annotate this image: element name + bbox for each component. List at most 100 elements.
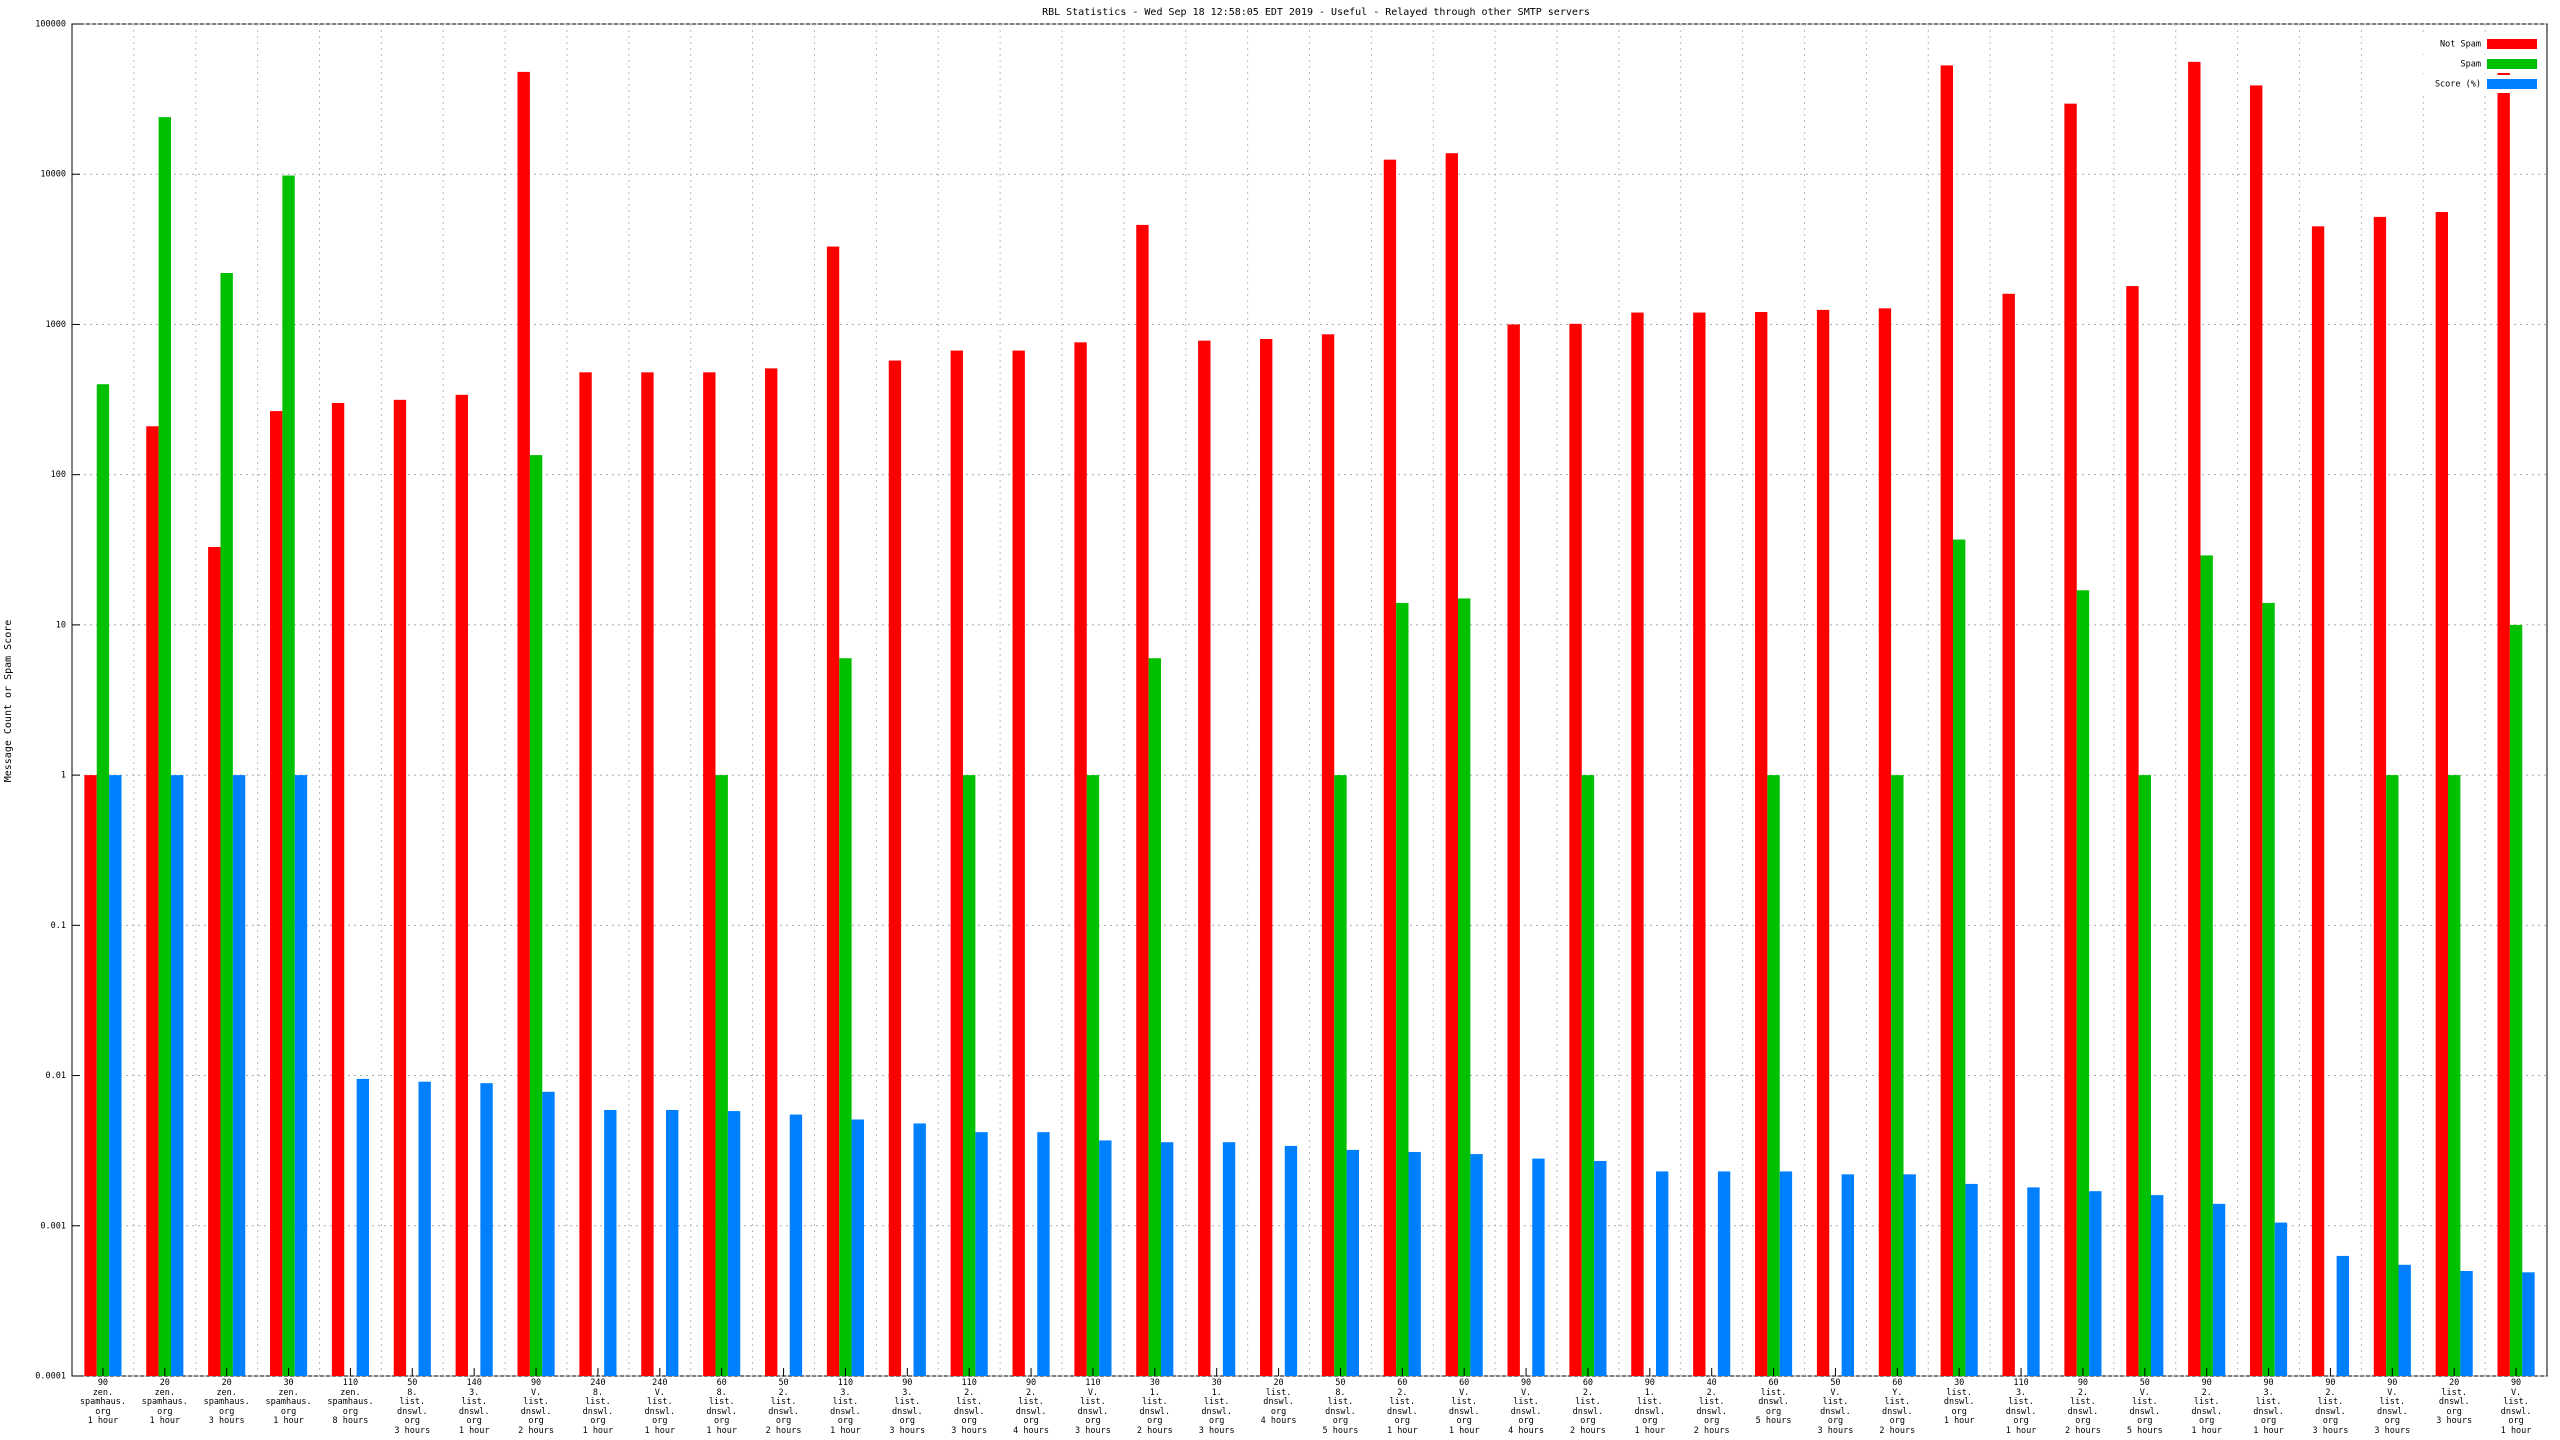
bar	[826, 246, 840, 1376]
bar	[270, 411, 283, 1377]
x-tick-label: 90 2. list. dnswl. org 2 hours	[2065, 1378, 2101, 1436]
bar	[2188, 61, 2201, 1376]
bar	[1532, 1158, 1545, 1376]
x-tick-label: 240 8. list. dnswl. org 1 hour	[582, 1378, 614, 1436]
x-tick-label: 20 list. dnswl. org 4 hours	[1260, 1378, 1297, 1427]
bar	[604, 1109, 617, 1376]
x-tick-label: 110 2. list. dnswl. org 3 hours	[951, 1378, 988, 1436]
bar	[1284, 1145, 1298, 1376]
x-tick-label: 50 2. list. dnswl. org 2 hours	[765, 1378, 802, 1436]
x-tick-label: 90 V. list. dnswl. org 2 hours	[518, 1378, 554, 1436]
x-tick-label: 60 Y. list. dnswl. org 2 hours	[1879, 1378, 1916, 1436]
bar	[2311, 226, 2325, 1377]
bar	[542, 1091, 555, 1376]
x-tick-label: 90 1. list. dnswl. org 1 hour	[1634, 1378, 1666, 1436]
bar	[1953, 539, 1966, 1376]
x-tick-label: 20 zen. spamhaus. org 1 hour	[141, 1378, 188, 1427]
bar	[950, 350, 963, 1376]
bar	[356, 1078, 369, 1376]
x-tick-label: 20 zen. spamhaus. org 3 hours	[203, 1378, 250, 1427]
bar	[1891, 775, 1904, 1376]
bar	[1816, 309, 1830, 1376]
x-tick-label: 50 8. list. dnswl. org 3 hours	[394, 1378, 431, 1436]
x-tick-label: 90 V. list. dnswl. org 4 hours	[1508, 1378, 1544, 1436]
y-tick-label: 10000	[40, 170, 66, 180]
x-tick-label: 90 2. list. dnswl. org 1 hour	[2191, 1378, 2223, 1436]
bar	[1693, 312, 1706, 1376]
x-tick-label: 90 zen. spamhaus. org 1 hour	[79, 1378, 126, 1427]
bar	[2386, 775, 2399, 1376]
x-tick-label: 90 3. list. dnswl. org 3 hours	[889, 1378, 926, 1436]
bar	[393, 399, 407, 1377]
legend-label: Spam	[2461, 60, 2481, 70]
bar	[2274, 1222, 2288, 1376]
bar	[666, 1109, 679, 1376]
y-tick-label: 100000	[35, 20, 66, 30]
bar	[2089, 1191, 2102, 1376]
bar	[703, 372, 716, 1376]
bar	[1222, 1142, 1236, 1376]
bar	[1074, 342, 1087, 1376]
bar	[1408, 1151, 1421, 1376]
bar	[1755, 312, 1768, 1376]
bar	[1086, 775, 1100, 1376]
x-tick-label: 60 2. list. dnswl. org 2 hours	[1570, 1378, 1606, 1436]
bar	[789, 1114, 803, 1376]
bar	[1136, 224, 1149, 1376]
bar	[975, 1132, 988, 1376]
bar	[232, 775, 246, 1376]
x-tick-label: 50 V. list. dnswl. org 5 hours	[2126, 1378, 2163, 1436]
bar	[2336, 1255, 2349, 1376]
y-tick-label: 0.1	[51, 921, 66, 931]
bar	[294, 775, 308, 1376]
legend-swatch	[2487, 59, 2537, 69]
bar	[1198, 340, 1211, 1376]
bar	[208, 546, 221, 1376]
y-tick-label: 10	[56, 620, 66, 630]
bar	[1767, 775, 1780, 1376]
bar	[765, 368, 778, 1376]
bar	[1037, 1132, 1050, 1376]
bar	[1099, 1140, 1112, 1376]
bar	[1321, 334, 1335, 1377]
x-tick-label: 110 zen. spamhaus. org 8 hours	[327, 1378, 374, 1427]
bar	[641, 372, 654, 1376]
x-tick-label: 90 V. list. dnswl. org 1 hour	[2500, 1378, 2532, 1436]
x-tick-label: 90 2. list. dnswl. org 4 hours	[1013, 1378, 1049, 1436]
bar	[839, 658, 852, 1376]
bar	[1148, 658, 1161, 1376]
bar	[2027, 1187, 2040, 1376]
x-tick-label: 60 8. list. dnswl. org 1 hour	[706, 1378, 738, 1436]
bar	[1012, 350, 1025, 1376]
bar	[1445, 153, 1458, 1377]
bar	[2250, 85, 2263, 1377]
bar	[1581, 775, 1595, 1376]
x-tick-label: 20 list. dnswl. org 3 hours	[2436, 1378, 2473, 1427]
bar	[2497, 57, 2510, 1376]
bar	[158, 117, 171, 1376]
bar	[146, 426, 159, 1376]
y-tick-label: 1	[61, 771, 66, 781]
bar	[84, 775, 97, 1376]
bar	[2200, 555, 2213, 1376]
bar	[2398, 1264, 2411, 1376]
bar	[529, 455, 543, 1376]
y-tick-label: 0.0001	[35, 1372, 66, 1382]
x-tick-label: 110 3. list. dnswl. org 1 hour	[830, 1378, 861, 1436]
bar	[963, 775, 976, 1376]
bar	[1717, 1171, 1731, 1376]
x-tick-label: 90 V. list. dnswl. org 3 hours	[2374, 1378, 2411, 1436]
bar	[2373, 216, 2387, 1377]
y-tick-label: 0.001	[40, 1221, 66, 1231]
bar	[1965, 1183, 1978, 1376]
bar	[418, 1081, 431, 1376]
bar	[109, 775, 122, 1376]
bar	[727, 1111, 741, 1376]
bar	[1594, 1160, 1607, 1376]
x-tick-label: 90 2. list. dnswl. org 3 hours	[2312, 1378, 2349, 1436]
x-tick-label: 50 8. list. dnswl. org 5 hours	[1322, 1378, 1359, 1436]
bar	[1260, 339, 1273, 1377]
bar	[1383, 159, 1397, 1376]
x-tick-label: 60 2. list. dnswl. org 1 hour	[1386, 1378, 1418, 1436]
